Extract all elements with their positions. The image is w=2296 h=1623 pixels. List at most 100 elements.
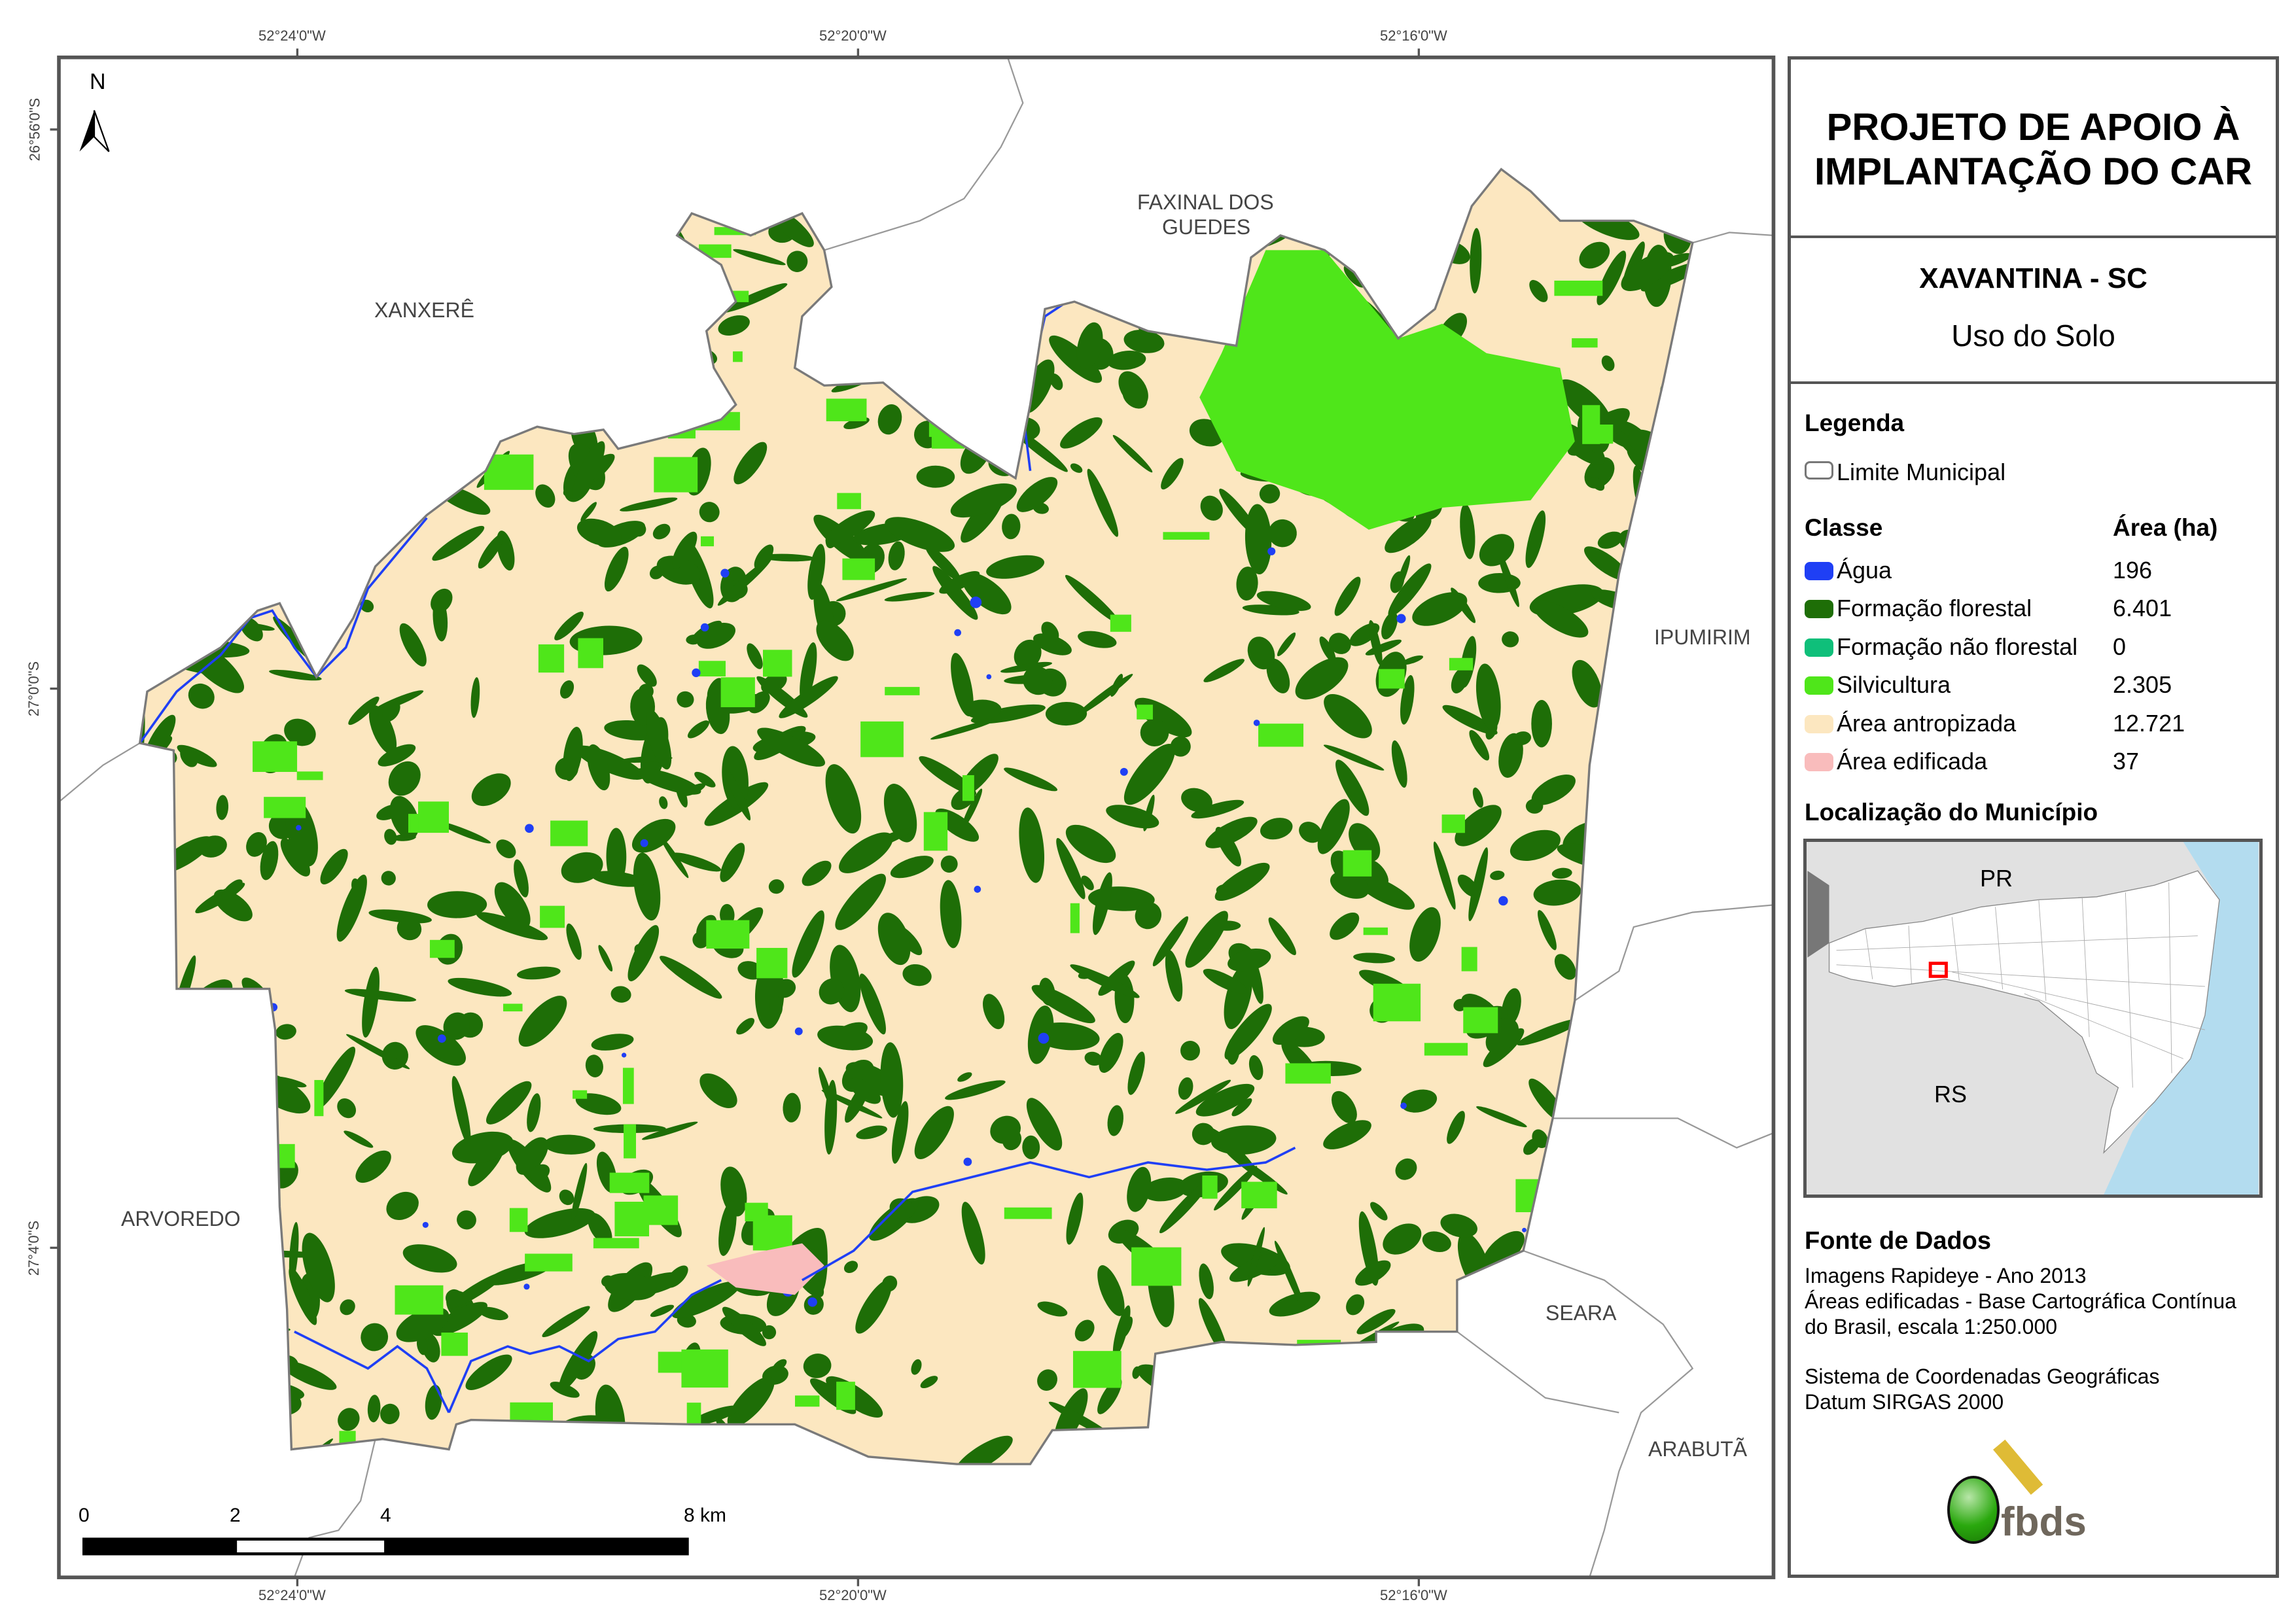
forest-patch xyxy=(1671,499,1691,517)
forest-patch xyxy=(260,841,279,881)
forest-patch xyxy=(950,483,1017,518)
forest-patch xyxy=(1597,818,1636,849)
forest-patch xyxy=(762,1325,777,1340)
silviculture-patch xyxy=(1235,1437,1264,1463)
forest-patch xyxy=(1161,458,1184,490)
forest-patch xyxy=(164,1240,194,1266)
water-body xyxy=(974,886,981,893)
forest-patch xyxy=(1200,495,1223,521)
forest-patch xyxy=(1227,948,1271,972)
logo-text: fbds xyxy=(2001,1499,2087,1544)
forest-patch xyxy=(368,705,397,754)
forest-patch xyxy=(803,1353,832,1378)
forest-patch xyxy=(665,1455,710,1465)
forest-patch xyxy=(336,875,367,942)
legend-class-label: Formação florestal xyxy=(1837,595,2032,621)
silviculture-block xyxy=(1199,250,1575,530)
forest-patch xyxy=(1049,335,1103,383)
silviculture-patch xyxy=(253,741,298,773)
forest-patch xyxy=(718,1200,737,1256)
forest-patch xyxy=(624,204,653,233)
forest-patch xyxy=(1328,633,1351,654)
forest-patch xyxy=(923,226,947,247)
forest-patch xyxy=(1230,1370,1282,1408)
forest-patch xyxy=(1530,1376,1595,1410)
forest-patch xyxy=(902,964,932,986)
forest-patch xyxy=(486,169,505,192)
forest-patch xyxy=(470,677,480,718)
forest-patch xyxy=(962,205,976,230)
forest-patch xyxy=(1353,952,1396,964)
forest-patch xyxy=(1161,285,1210,311)
forest-patch xyxy=(719,171,753,197)
forest-patch xyxy=(686,1448,716,1465)
source-line-1: Imagens Rapideye - Ano 2013 xyxy=(1805,1264,2087,1287)
forest-patch xyxy=(1203,969,1248,994)
forest-patch xyxy=(289,1222,299,1283)
forest-patch xyxy=(1382,1406,1408,1465)
water-body xyxy=(963,1157,972,1166)
forest-patch xyxy=(498,253,514,284)
forest-patch xyxy=(1651,1219,1664,1268)
forest-patch xyxy=(1525,799,1544,814)
forest-patch xyxy=(1268,917,1296,956)
forest-patch xyxy=(1645,674,1667,742)
silviculture-patch xyxy=(698,661,726,677)
forest-patch xyxy=(1175,1079,1231,1114)
forest-patch xyxy=(1537,910,1557,951)
forest-patch xyxy=(961,1202,985,1265)
forest-patch xyxy=(643,405,672,430)
forest-patch xyxy=(673,169,723,183)
class-header: Classe xyxy=(1805,514,1883,541)
municipal-grid xyxy=(1836,882,2205,1088)
forest-patch xyxy=(266,1454,279,1465)
forest-patch xyxy=(1214,1166,1258,1211)
forest-patch xyxy=(1124,169,1150,179)
map-frame xyxy=(57,55,1776,1580)
water-body xyxy=(1253,720,1260,726)
forest-patch xyxy=(1650,555,1682,578)
forest-patch xyxy=(648,391,679,431)
silviculture-patch xyxy=(720,677,755,708)
silviculture-patch xyxy=(609,1172,650,1193)
forest-patch xyxy=(315,1046,356,1109)
forest-patch xyxy=(189,515,226,531)
forest-patch xyxy=(572,169,596,179)
silviculture-patch xyxy=(700,536,715,547)
forest-patch xyxy=(885,517,955,552)
forest-patch xyxy=(1475,663,1501,730)
silviculture-patch xyxy=(681,1349,728,1388)
forest-patch xyxy=(471,773,511,807)
silviculture-patch xyxy=(437,200,465,217)
forest-patch xyxy=(686,635,701,645)
forest-patch xyxy=(687,720,710,739)
forest-patch xyxy=(1100,169,1118,181)
forest-patch xyxy=(672,531,698,569)
forest-patch xyxy=(694,771,716,788)
silviculture-patch xyxy=(614,1202,650,1236)
forest-patch xyxy=(355,1150,391,1183)
forest-patch xyxy=(1346,1294,1365,1316)
silviculture-patch xyxy=(745,1202,768,1222)
forest-patch xyxy=(951,213,976,231)
forest-patch xyxy=(344,1130,374,1148)
forest-patch xyxy=(1531,700,1552,748)
forest-patch xyxy=(1120,1316,1133,1338)
forest-patch xyxy=(1635,933,1658,975)
forest-patch xyxy=(558,1331,598,1392)
forest-patch xyxy=(402,1244,457,1273)
forest-patch xyxy=(1360,1348,1425,1388)
forest-patch xyxy=(1606,962,1646,1013)
forest-patch xyxy=(855,1280,892,1334)
forest-patch xyxy=(802,860,832,886)
forest-patch xyxy=(1093,872,1112,935)
forest-patch xyxy=(524,1208,595,1238)
forest-patch xyxy=(1123,330,1165,353)
forest-patch xyxy=(232,1346,276,1407)
forest-patch xyxy=(1106,805,1159,829)
forest-patch xyxy=(945,1080,1006,1100)
silviculture-patch xyxy=(418,801,449,833)
forest-patch xyxy=(1581,1034,1640,1066)
forest-patch xyxy=(1631,678,1652,719)
